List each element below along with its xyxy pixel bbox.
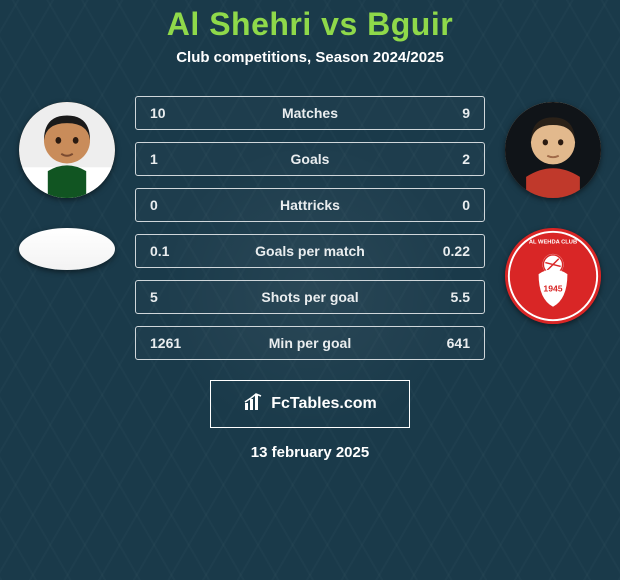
- stat-left-value: 0.1: [150, 243, 190, 259]
- left-player-column: [17, 96, 117, 270]
- player-right-avatar: [505, 102, 601, 198]
- stat-right-value: 0: [430, 197, 470, 213]
- page-title: Al Shehri vs Bguir: [167, 6, 453, 43]
- stat-right-value: 9: [430, 105, 470, 121]
- stat-right-value: 0.22: [430, 243, 470, 259]
- main-row: 10 Matches 9 1 Goals 2 0 Hattricks 0 0.1…: [17, 96, 603, 360]
- stat-row-min-per-goal: 1261 Min per goal 641: [135, 326, 485, 360]
- stat-label: Min per goal: [190, 335, 430, 351]
- stat-left-value: 0: [150, 197, 190, 213]
- stat-right-value: 5.5: [430, 289, 470, 305]
- stat-right-value: 641: [430, 335, 470, 351]
- player-left-avatar: [19, 102, 115, 198]
- stat-row-matches: 10 Matches 9: [135, 96, 485, 130]
- subtitle: Club competitions, Season 2024/2025: [176, 49, 444, 66]
- stat-row-shots-per-goal: 5 Shots per goal 5.5: [135, 280, 485, 314]
- stat-row-hattricks: 0 Hattricks 0: [135, 188, 485, 222]
- stat-left-value: 1261: [150, 335, 190, 351]
- stat-label: Goals per match: [190, 243, 430, 259]
- stat-label: Matches: [190, 105, 430, 121]
- stats-table: 10 Matches 9 1 Goals 2 0 Hattricks 0 0.1…: [135, 96, 485, 360]
- footer-date: 13 february 2025: [251, 444, 369, 461]
- site-label: FcTables.com: [271, 395, 377, 413]
- svg-text:1945: 1945: [543, 283, 562, 293]
- site-badge: FcTables.com: [210, 380, 410, 428]
- stat-left-value: 5: [150, 289, 190, 305]
- comparison-card: Al Shehri vs Bguir Club competitions, Se…: [0, 0, 620, 580]
- stat-right-value: 2: [430, 151, 470, 167]
- stat-label: Shots per goal: [190, 289, 430, 305]
- stat-label: Goals: [190, 151, 430, 167]
- stat-left-value: 1: [150, 151, 190, 167]
- stat-row-goals-per-match: 0.1 Goals per match 0.22: [135, 234, 485, 268]
- svg-text:AL WEHDA CLUB: AL WEHDA CLUB: [529, 239, 577, 245]
- stat-row-goals: 1 Goals 2: [135, 142, 485, 176]
- player-left-club-placeholder: [19, 228, 115, 270]
- chart-icon: [243, 392, 263, 417]
- player-right-club-badge: 1945 AL WEHDA CLUB: [505, 228, 601, 324]
- stat-label: Hattricks: [190, 197, 430, 213]
- right-player-column: 1945 AL WEHDA CLUB: [503, 96, 603, 324]
- stat-left-value: 10: [150, 105, 190, 121]
